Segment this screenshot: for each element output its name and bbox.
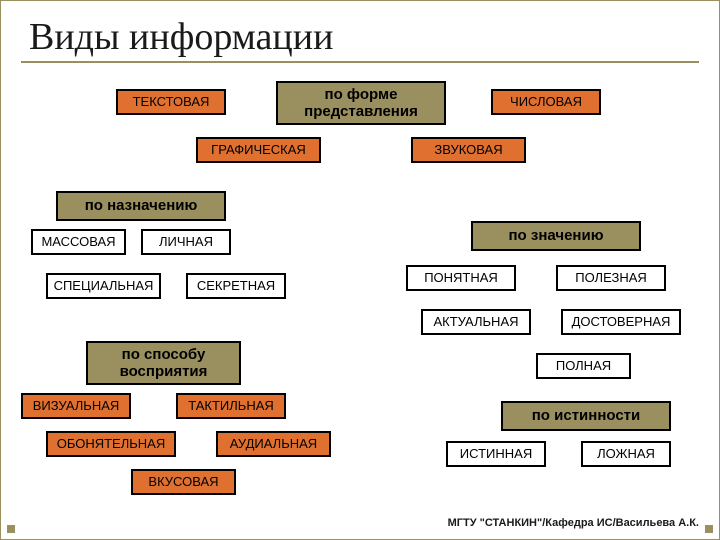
value-truth-1: ЛОЖНАЯ	[581, 441, 671, 467]
value-truth-0: ИСТИННАЯ	[446, 441, 546, 467]
value-form-0: ТЕКСТОВАЯ	[116, 89, 226, 115]
value-meaning-3: ДОСТОВЕРНАЯ	[561, 309, 681, 335]
value-perception-3: АУДИАЛЬНАЯ	[216, 431, 331, 457]
value-perception-1: ТАКТИЛЬНАЯ	[176, 393, 286, 419]
category-truth: по истинности	[501, 401, 671, 431]
value-perception-0: ВИЗУАЛЬНАЯ	[21, 393, 131, 419]
title-underline	[21, 61, 699, 63]
page-title: Виды информации	[29, 15, 333, 59]
value-form-3: ЗВУКОВАЯ	[411, 137, 526, 163]
value-meaning-2: АКТУАЛЬНАЯ	[421, 309, 531, 335]
value-purpose-1: ЛИЧНАЯ	[141, 229, 231, 255]
value-form-1: ЧИСЛОВАЯ	[491, 89, 601, 115]
value-meaning-1: ПОЛЕЗНАЯ	[556, 265, 666, 291]
value-purpose-0: МАССОВАЯ	[31, 229, 126, 255]
category-form: по форме представления	[276, 81, 446, 125]
value-purpose-3: СЕКРЕТНАЯ	[186, 273, 286, 299]
value-purpose-2: СПЕЦИАЛЬНАЯ	[46, 273, 161, 299]
value-perception-4: ВКУСОВАЯ	[131, 469, 236, 495]
corner-decoration	[705, 525, 713, 533]
category-meaning: по значению	[471, 221, 641, 251]
category-perception: по способу восприятия	[86, 341, 241, 385]
value-meaning-4: ПОЛНАЯ	[536, 353, 631, 379]
value-form-2: ГРАФИЧЕСКАЯ	[196, 137, 321, 163]
corner-decoration	[7, 525, 15, 533]
footer-text: МГТУ "СТАНКИН"/Кафедра ИС/Васильева А.К.	[448, 517, 699, 529]
category-purpose: по назначению	[56, 191, 226, 221]
value-meaning-0: ПОНЯТНАЯ	[406, 265, 516, 291]
value-perception-2: ОБОНЯТЕЛЬНАЯ	[46, 431, 176, 457]
